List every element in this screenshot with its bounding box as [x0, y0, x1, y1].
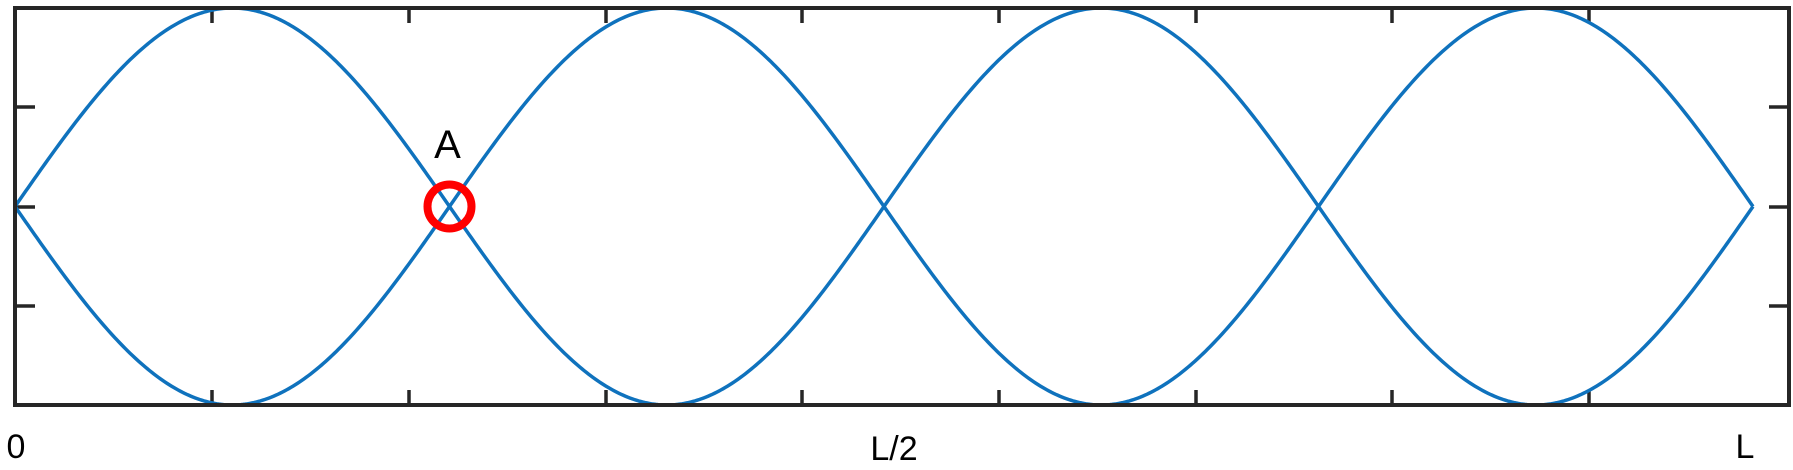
x-tick-label-0: 0 [7, 428, 26, 466]
plot-frame [13, 6, 1791, 407]
wave-envelope-lower [13, 6, 1755, 407]
x-tick-label-l: L [1736, 428, 1755, 466]
marker-label-a: A [434, 123, 461, 167]
marker-circle-a [423, 180, 476, 233]
axis-ticks [15, 8, 1789, 405]
x-tick-label-half: L/2 [870, 430, 917, 468]
